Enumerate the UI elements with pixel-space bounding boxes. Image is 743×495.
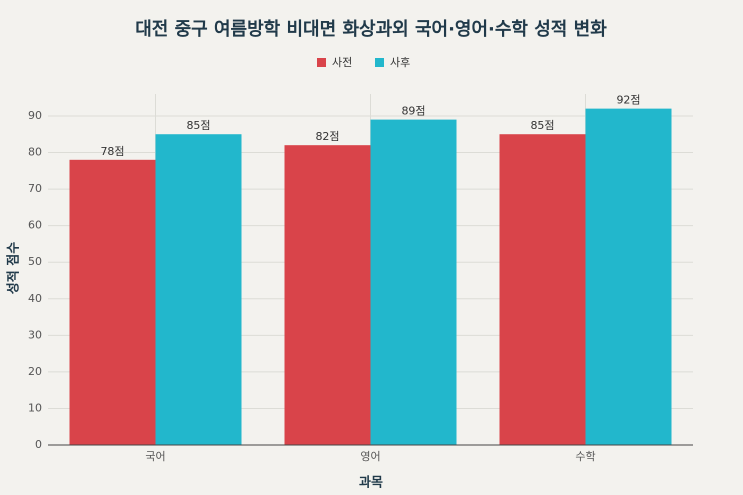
- legend-swatch: [375, 58, 384, 67]
- bar: [370, 119, 457, 445]
- y-tick-label: 10: [28, 401, 42, 414]
- y-tick-label: 80: [28, 146, 42, 159]
- x-tick-label: 수학: [575, 450, 595, 463]
- bar: [69, 159, 156, 445]
- y-tick-label: 60: [28, 219, 42, 232]
- data-label: 89점: [401, 105, 425, 118]
- chart-title: 대전 중구 여름방학 비대면 화상과외 국어·영어·수학 성적 변화: [135, 18, 607, 40]
- bar: [284, 145, 371, 445]
- y-tick-label: 40: [28, 292, 42, 305]
- bar: [155, 134, 242, 445]
- x-tick-label: 영어: [360, 450, 380, 463]
- y-tick-label: 70: [28, 182, 42, 195]
- bar: [585, 108, 672, 445]
- data-label: 85점: [186, 119, 210, 132]
- x-tick-label: 국어: [145, 450, 165, 463]
- data-label: 82점: [315, 130, 339, 143]
- y-axis-label: 성적 점수: [6, 242, 22, 294]
- legend-swatch: [317, 58, 326, 67]
- legend-label: 사전: [332, 56, 352, 69]
- data-label: 78점: [100, 145, 124, 158]
- data-label: 92점: [616, 94, 640, 107]
- y-tick-label: 30: [28, 328, 42, 341]
- y-tick-label: 20: [28, 365, 42, 378]
- y-tick-label: 50: [28, 255, 42, 268]
- data-label: 85점: [530, 119, 554, 132]
- y-tick-label: 90: [28, 109, 42, 122]
- x-axis-label: 과목: [359, 476, 383, 491]
- y-tick-label: 0: [35, 438, 42, 451]
- bar: [499, 134, 586, 445]
- legend-label: 사후: [390, 56, 410, 69]
